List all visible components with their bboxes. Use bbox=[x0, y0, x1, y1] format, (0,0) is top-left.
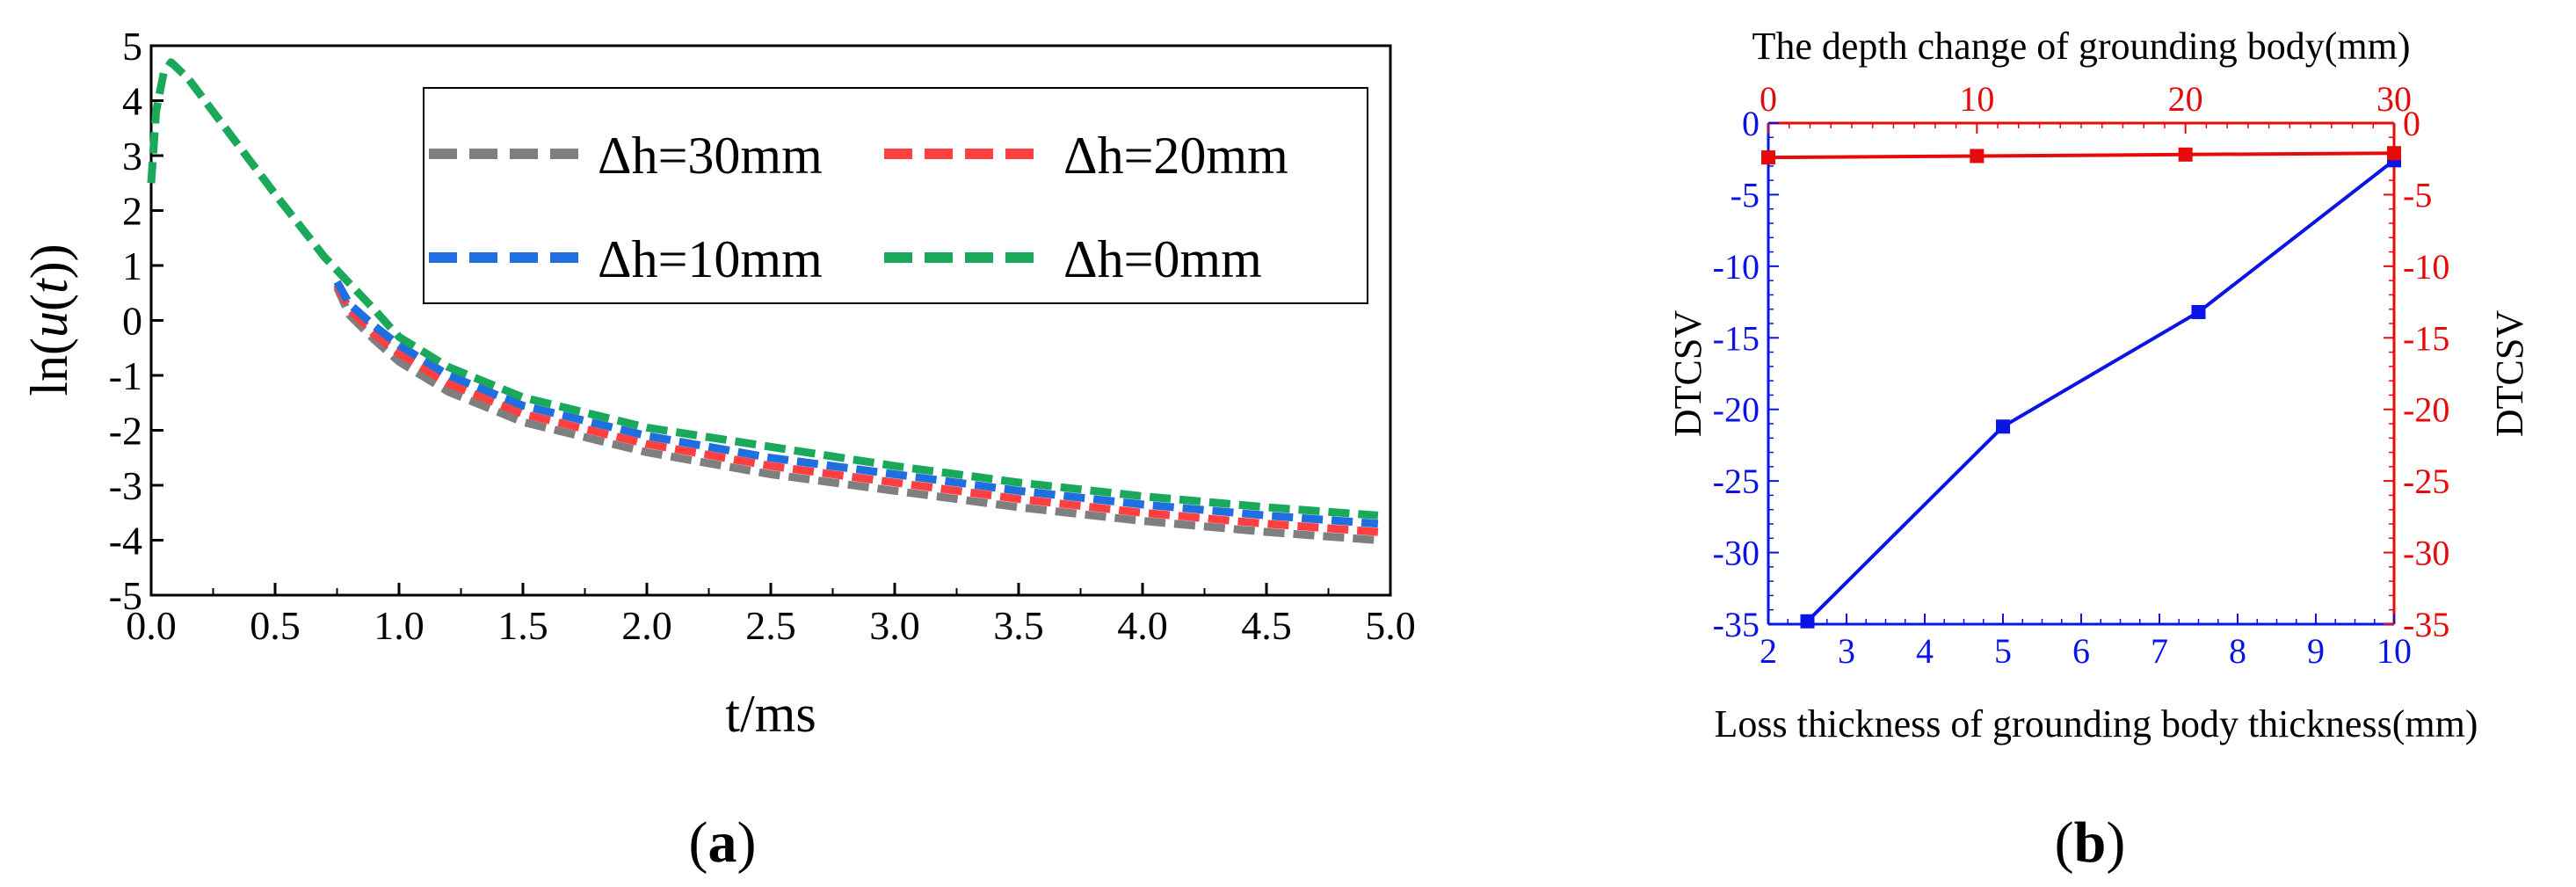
chart-b-left-tick-label: -20 bbox=[1713, 390, 1760, 430]
chart-b-series-0-marker bbox=[1800, 614, 1815, 629]
chart-b-series-0-marker bbox=[1996, 419, 2010, 434]
chart-a-series-3 bbox=[147, 58, 1379, 520]
panel-label-a: (a) bbox=[689, 811, 757, 875]
chart-b-left-tick-label: -5 bbox=[1731, 175, 1760, 214]
chart-b-left-tick-label: 0 bbox=[1742, 104, 1760, 143]
chart-b-series-0 bbox=[1806, 158, 2396, 623]
chart-b-top-tick-label: 30 bbox=[2376, 79, 2412, 119]
chart-b-left-tick-label: -30 bbox=[1713, 534, 1760, 573]
chart-b-left-tick-label: -25 bbox=[1713, 462, 1760, 501]
chart-b-right-tick-label: -35 bbox=[2403, 605, 2449, 644]
chart-b-right-tick-label: -5 bbox=[2403, 175, 2432, 214]
chart-b-bottom-tick-label: 10 bbox=[2376, 631, 2412, 671]
legend-label-dh10: Δh=10mm bbox=[598, 230, 823, 288]
chart-b-right-tick-label: -25 bbox=[2403, 462, 2449, 501]
chart-a-xtick-label: 0.0 bbox=[126, 603, 177, 648]
chart-b-right-ylabel: DTCSV bbox=[2488, 310, 2531, 437]
chart-b-series-1-marker bbox=[2178, 147, 2193, 162]
chart-b: 2 3 4 5 6 7 8 9 100 10 20 300-5-10-15-20-25-30-350-… bbox=[1666, 25, 2531, 875]
chart-a-legend: Δh=30mm Δh=20mm Δh=10mm Δh=0mm bbox=[423, 87, 1368, 304]
legend-label-dh30: Δh=30mm bbox=[598, 127, 823, 185]
chart-b-left-tick-label: -15 bbox=[1713, 318, 1760, 358]
chart-b-right-tick-label: 0 bbox=[2403, 104, 2420, 143]
chart-a-ytick-label: -4 bbox=[109, 519, 142, 563]
chart-a-ylabel: ln(u(t)) bbox=[20, 244, 78, 396]
chart-b-bottom-tick-label: 7 bbox=[2151, 631, 2168, 671]
chart-b-bottom-xlabel: Loss thickness of grounding body thickne… bbox=[1715, 702, 2478, 745]
chart-a-xtick-label: 0.5 bbox=[250, 603, 301, 648]
chart-b-series-1-marker bbox=[2387, 146, 2401, 161]
chart-a-xtick-label: 1.5 bbox=[497, 603, 548, 648]
chart-a-xtick-label: 4.0 bbox=[1117, 603, 1168, 648]
chart-a-series-0 bbox=[333, 286, 1379, 544]
chart-b-bottom-tick-label: 5 bbox=[1994, 631, 2012, 671]
chart-b-top-tick-label: 10 bbox=[1959, 79, 1994, 119]
chart-a-ytick-label: -3 bbox=[109, 463, 142, 508]
chart-b-series-1 bbox=[1767, 151, 2395, 160]
chart-a-ytick-label: 3 bbox=[122, 134, 142, 178]
chart-b-right-tick-label: -30 bbox=[2403, 534, 2449, 573]
chart-a-series-1 bbox=[333, 282, 1379, 536]
chart-b-top-tick-label: 20 bbox=[2168, 79, 2203, 119]
chart-a-xtick-label: 4.5 bbox=[1241, 603, 1292, 648]
chart-a-ytick-label: 5 bbox=[122, 24, 142, 69]
chart-b-bottom-tick-label: 6 bbox=[2072, 631, 2090, 671]
chart-a-ytick-label: -2 bbox=[109, 409, 142, 454]
chart-a-ytick-label: 1 bbox=[122, 244, 142, 288]
chart-b-bottom-tick-label: 9 bbox=[2307, 631, 2325, 671]
chart-b-left-tick-label: -35 bbox=[1713, 605, 1760, 644]
chart-a-xtick-label: 2.0 bbox=[621, 603, 672, 648]
chart-a-xlabel: t/ms bbox=[725, 685, 816, 743]
chart-a-xtick-label: 3.5 bbox=[993, 603, 1044, 648]
chart-b-top-tick-label: 0 bbox=[1760, 79, 1777, 119]
chart-b-left-tick-label: -10 bbox=[1713, 247, 1760, 287]
chart-b-bottom-tick-label: 4 bbox=[1916, 631, 1934, 671]
chart-b-series-1-marker bbox=[1761, 150, 1775, 165]
panel-label-b: (b) bbox=[2055, 811, 2126, 875]
chart-a-xtick-label: 2.5 bbox=[745, 603, 796, 648]
legend-label-dh0: Δh=0mm bbox=[1063, 230, 1262, 288]
chart-b-series-0-marker bbox=[2191, 304, 2206, 319]
chart-a-ytick-label: -5 bbox=[109, 573, 142, 618]
chart-b-right-tick-label: -20 bbox=[2403, 390, 2449, 430]
chart-a-xtick-label: 1.0 bbox=[374, 603, 424, 648]
chart-a-ytick-label: -1 bbox=[109, 353, 142, 398]
chart-a-ytick-label: 4 bbox=[122, 79, 142, 124]
chart-a-ytick-label: 0 bbox=[122, 299, 142, 344]
chart-b-right-tick-label: -15 bbox=[2403, 318, 2449, 358]
chart-b-series-1-marker bbox=[1970, 149, 1985, 164]
legend-box bbox=[423, 87, 1368, 304]
legend-label-dh20: Δh=20mm bbox=[1063, 127, 1288, 185]
chart-a-xtick-label: 5.0 bbox=[1365, 603, 1416, 648]
chart-b-bottom-tick-label: 8 bbox=[2229, 631, 2246, 671]
chart-b-bottom-tick-label: 2 bbox=[1760, 631, 1777, 671]
chart-b-top-xlabel: The depth change of grounding body(mm) bbox=[1752, 25, 2410, 68]
chart-b-bottom-tick-label: 3 bbox=[1838, 631, 1855, 671]
chart-a-ytick-label: 2 bbox=[122, 189, 142, 234]
chart-a-xtick-label: 3.0 bbox=[869, 603, 920, 648]
chart-a-series-2 bbox=[333, 280, 1379, 528]
chart-b-right-tick-label: -10 bbox=[2403, 247, 2449, 287]
chart-b-left-ylabel: DTCSV bbox=[1666, 310, 1709, 437]
chart-a: 0.0 0.5 1.0 1.5 2.0 2.5 3.0 3.5 4.0 4.5 5.0 5 4 3 2 1 0… bbox=[20, 24, 1416, 875]
